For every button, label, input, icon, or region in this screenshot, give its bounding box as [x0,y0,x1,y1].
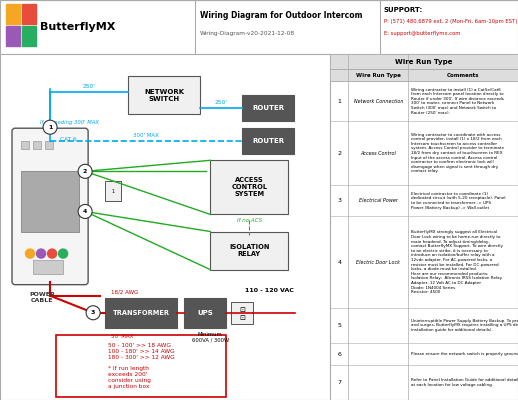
Circle shape [48,249,56,258]
Text: 1: 1 [111,189,114,194]
Text: 5: 5 [338,323,341,328]
Bar [21,141,29,149]
Text: 4: 4 [83,209,88,214]
Circle shape [59,249,67,258]
Text: Wiring contractor to install (1) a Cat5e/Cat6
from each Intercom panel location : Wiring contractor to install (1) a Cat5e… [411,88,504,114]
Bar [33,141,41,149]
Bar [33,260,63,274]
Text: 2: 2 [337,150,341,156]
Text: If no ACS: If no ACS [237,218,262,224]
Text: ⊡: ⊡ [239,315,246,321]
Text: Electrical Power: Electrical Power [359,198,398,203]
Text: 2: 2 [83,169,88,174]
Bar [6,4,20,24]
Text: POWER
CABLE: POWER CABLE [29,292,55,303]
Text: SUPPORT:: SUPPORT: [384,7,423,13]
Text: TRANSFORMER: TRANSFORMER [113,310,170,316]
Bar [184,298,226,328]
Bar [56,335,226,397]
Text: 1: 1 [48,125,52,130]
Text: 18/2 AWG: 18/2 AWG [111,290,138,295]
Text: ROUTER: ROUTER [252,138,284,144]
Text: 250': 250' [215,100,228,105]
Text: ⊡: ⊡ [239,307,246,313]
Circle shape [25,249,35,258]
Bar [242,128,294,154]
Text: Network Connection: Network Connection [354,98,403,104]
Circle shape [86,306,100,320]
Text: 6: 6 [338,352,341,356]
Text: 4: 4 [337,260,341,265]
Bar [105,298,177,328]
Bar [22,4,36,24]
Text: Electric Door Lock: Electric Door Lock [356,260,400,265]
Text: Wiring-Diagram-v20-2021-12-08: Wiring-Diagram-v20-2021-12-08 [200,32,295,36]
Text: Minimum
600VA / 300W: Minimum 600VA / 300W [192,332,229,343]
Circle shape [78,204,92,218]
Text: Wiring contractor to coordinate with access
control provider, install (1) x 18/2: Wiring contractor to coordinate with acc… [411,133,505,174]
Circle shape [43,120,57,134]
Text: P: (571) 480.6879 ext. 2 (Mon-Fri, 6am-10pm EST): P: (571) 480.6879 ext. 2 (Mon-Fri, 6am-1… [384,20,517,24]
Text: Comments: Comments [447,72,479,78]
Text: ACCESS
CONTROL
SYSTEM: ACCESS CONTROL SYSTEM [232,177,267,197]
Text: Wiring Diagram for Outdoor Intercom: Wiring Diagram for Outdoor Intercom [200,12,363,20]
Text: 250': 250' [83,84,96,89]
Bar [21,171,79,232]
Text: ButterflyMX: ButterflyMX [40,22,116,32]
Text: CAT 6: CAT 6 [60,137,77,142]
Text: If exceeding 300' MAX: If exceeding 300' MAX [40,120,99,125]
Text: 1: 1 [338,98,341,104]
Text: Please ensure the network switch is properly grounded.: Please ensure the network switch is prop… [411,352,518,356]
Bar [128,76,200,114]
Text: 7: 7 [337,380,341,385]
Bar [210,232,289,270]
Text: Wire Run Type: Wire Run Type [395,58,453,64]
Text: Wire Run Type: Wire Run Type [356,72,401,78]
Bar [242,95,294,121]
Text: ISOLATION
RELAY: ISOLATION RELAY [229,244,269,257]
Text: ROUTER: ROUTER [252,105,284,111]
Text: 300' MAX: 300' MAX [133,133,159,138]
Bar [105,181,121,202]
Circle shape [78,164,92,178]
Text: 50 - 100' >> 18 AWG
100 - 180' >> 14 AWG
180 - 300' >> 12 AWG

* If run length
e: 50 - 100' >> 18 AWG 100 - 180' >> 14 AWG… [108,343,175,389]
Bar [232,302,253,324]
Bar [210,160,289,214]
Bar [45,141,53,149]
Text: Refer to Panel Installation Guide for additional details. Leave 6' service loop
: Refer to Panel Installation Guide for ad… [411,378,518,387]
Text: 50' MAX: 50' MAX [111,334,134,339]
Text: 110 - 120 VAC: 110 - 120 VAC [246,288,294,293]
Text: 3: 3 [91,310,95,315]
Circle shape [37,249,46,258]
Bar [6,26,20,46]
FancyBboxPatch shape [12,128,88,285]
Bar [330,69,518,81]
Text: ButterflyMX strongly suggest all Electrical
Door Lock wiring to be home-run dire: ButterflyMX strongly suggest all Electri… [411,230,503,294]
Text: Electrical contractor to coordinate (1)
dedicated circuit (with 5-20 receptacle): Electrical contractor to coordinate (1) … [411,192,506,210]
Bar [22,26,36,46]
Bar [330,54,518,69]
Text: E: support@butterflymx.com: E: support@butterflymx.com [384,32,461,36]
Text: Access Control: Access Control [361,150,396,156]
Text: 3: 3 [337,198,341,203]
Text: UPS: UPS [197,310,213,316]
Text: NETWORK
SWITCH: NETWORK SWITCH [144,89,184,102]
Text: Uninterruptible Power Supply Battery Backup. To prevent voltage drops
and surges: Uninterruptible Power Supply Battery Bac… [411,319,518,332]
